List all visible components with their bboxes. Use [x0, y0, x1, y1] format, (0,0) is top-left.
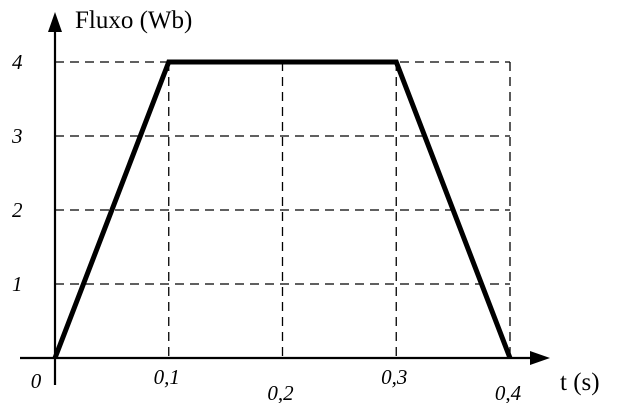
- x-tick-label: 0,1: [154, 365, 180, 389]
- y-tick-label: 4: [12, 50, 23, 74]
- y-tick-label: 3: [11, 124, 23, 148]
- x-axis-arrow: [530, 351, 550, 365]
- tick-labels: 1 2 3 4 0 0,1 0,2 0,3 0,4: [11, 50, 522, 403]
- series: [52, 59, 513, 359]
- y-tick-label: 1: [12, 272, 23, 296]
- x-tick-label: 0: [31, 369, 42, 393]
- axes: [20, 12, 550, 385]
- y-axis-arrow: [48, 12, 62, 32]
- series-line: [52, 59, 513, 359]
- x-axis-label: t (s): [560, 369, 600, 396]
- y-axis-label: Fluxo (Wb): [75, 7, 192, 34]
- x-tick-label: 0,2: [267, 381, 294, 403]
- x-tick-label: 0,3: [381, 365, 407, 389]
- x-tick-label: 0,4: [495, 381, 522, 403]
- y-tick-label: 2: [12, 198, 23, 222]
- grid: [55, 61, 511, 358]
